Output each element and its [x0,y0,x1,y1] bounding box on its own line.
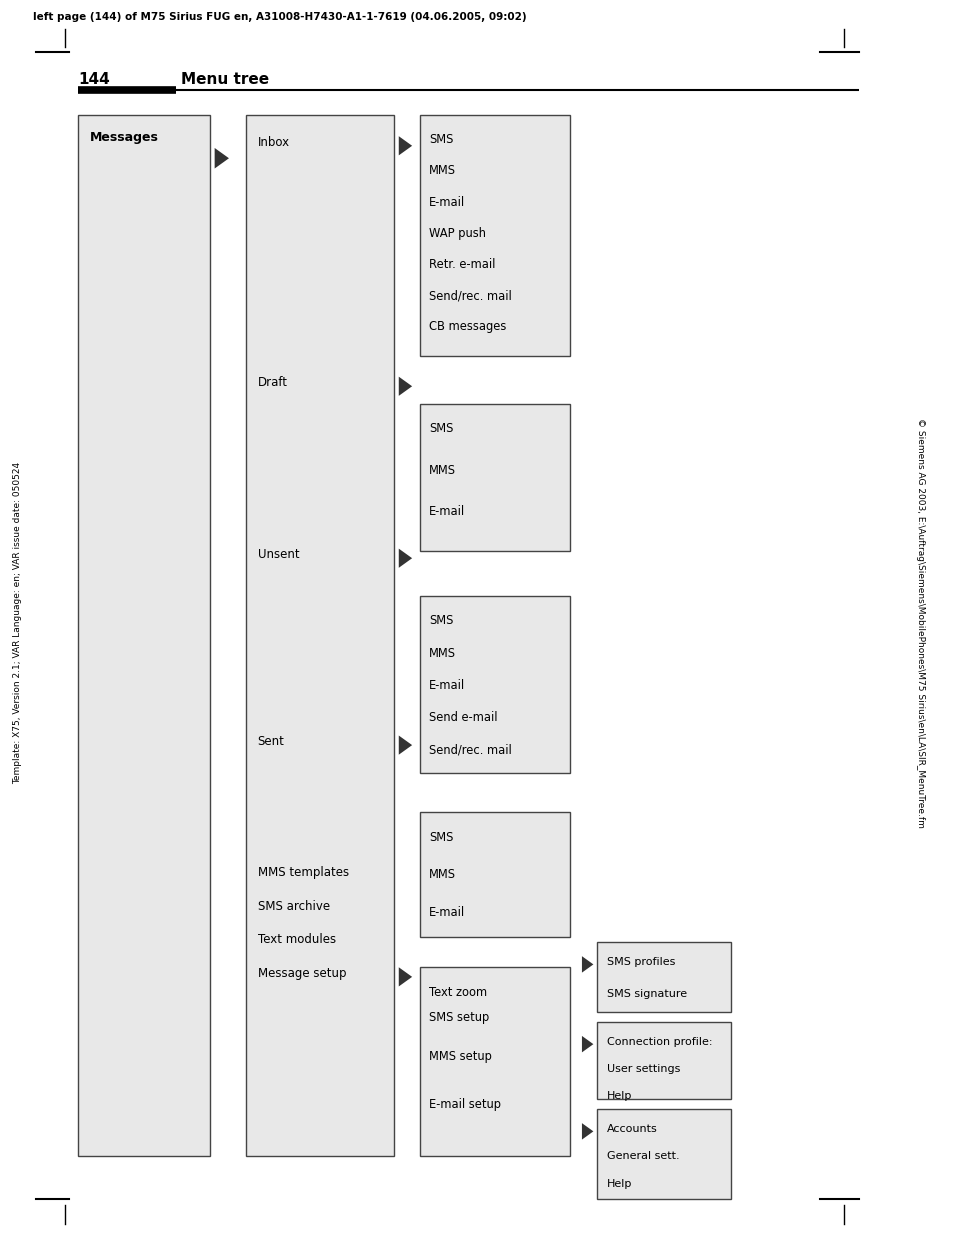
Text: 144: 144 [78,72,110,87]
Text: Help: Help [606,1179,632,1189]
Bar [419,404,570,551]
Text: SMS: SMS [429,422,454,435]
Text: Send e-mail: Send e-mail [429,711,497,724]
Text: Sent: Sent [257,735,284,748]
Bar [419,967,570,1156]
Bar [78,115,210,1156]
Text: MMS templates: MMS templates [257,866,349,878]
Polygon shape [581,956,593,973]
Text: E-mail setup: E-mail setup [429,1098,500,1110]
Text: Help: Help [606,1091,632,1101]
Text: MMS setup: MMS setup [429,1050,492,1063]
Text: E-mail: E-mail [429,679,465,692]
Text: SMS profiles: SMS profiles [606,957,675,967]
Polygon shape [581,1123,593,1140]
Text: SMS signature: SMS signature [606,989,686,999]
Text: User settings: User settings [606,1064,679,1074]
Text: SMS setup: SMS setup [429,1011,489,1023]
Text: Message setup: Message setup [257,967,346,979]
Text: MMS: MMS [429,647,456,659]
Text: Unsent: Unsent [257,548,299,561]
Text: Text zoom: Text zoom [429,986,487,998]
Text: Template: X75, Version 2.1; VAR Language: en; VAR issue date: 050524: Template: X75, Version 2.1; VAR Language… [12,462,22,784]
Text: © Siemens AG 2003, E:\Auftrag\Siemens\MobilePhones\M75 Sirius\en\LA\SIR_MenuTree: © Siemens AG 2003, E:\Auftrag\Siemens\Mo… [915,419,924,827]
Text: CB messages: CB messages [429,320,506,333]
Text: Connection profile:: Connection profile: [606,1037,712,1047]
Text: MMS: MMS [429,464,456,476]
Polygon shape [581,1035,593,1053]
Polygon shape [214,148,229,168]
Text: Send/rec. mail: Send/rec. mail [429,744,512,756]
Text: SMS archive: SMS archive [257,900,330,912]
Text: MMS: MMS [429,164,456,177]
Bar [419,812,570,937]
Polygon shape [398,548,412,568]
Text: SMS: SMS [429,133,454,146]
Text: Text modules: Text modules [257,933,335,946]
Polygon shape [398,735,412,755]
Polygon shape [398,967,412,987]
Bar [597,1022,730,1099]
Text: Menu tree: Menu tree [181,72,269,87]
Polygon shape [398,376,412,396]
Text: Inbox: Inbox [257,136,290,148]
Text: SMS: SMS [429,614,454,627]
Text: E-mail: E-mail [429,906,465,918]
Bar [246,115,394,1156]
Text: Accounts: Accounts [606,1124,657,1134]
Text: Send/rec. mail: Send/rec. mail [429,289,512,302]
Text: left page (144) of M75 Sirius FUG en, A31008-H7430-A1-1-7619 (04.06.2005, 09:02): left page (144) of M75 Sirius FUG en, A3… [33,12,526,22]
Text: SMS: SMS [429,831,454,844]
Text: General sett.: General sett. [606,1151,679,1161]
Text: MMS: MMS [429,868,456,881]
Bar [597,942,730,1012]
Bar [419,596,570,773]
Text: WAP push: WAP push [429,227,486,239]
Text: E-mail: E-mail [429,196,465,208]
Text: Messages: Messages [90,131,158,143]
Text: E-mail: E-mail [429,505,465,517]
Text: Draft: Draft [257,376,287,389]
Polygon shape [398,136,412,156]
Text: Retr. e-mail: Retr. e-mail [429,258,496,270]
Bar [419,115,570,356]
Bar [597,1109,730,1199]
